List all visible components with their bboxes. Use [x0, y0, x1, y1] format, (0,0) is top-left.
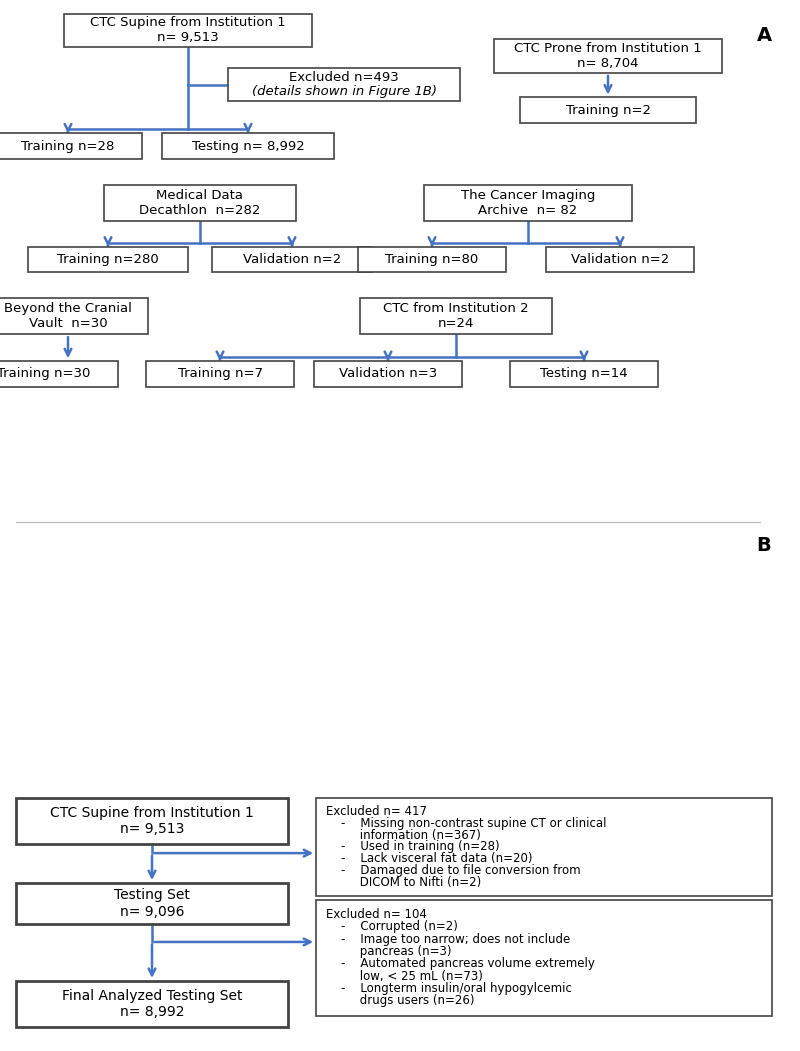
Text: -    Image too narrow; does not include: - Image too narrow; does not include: [326, 932, 570, 946]
Bar: [28, 247, 188, 272]
Text: Testing n= 8,992: Testing n= 8,992: [192, 140, 304, 152]
Text: Testing Set
n= 9,096: Testing Set n= 9,096: [114, 888, 190, 919]
Bar: [228, 67, 460, 101]
Text: Excluded n= 104: Excluded n= 104: [326, 908, 426, 921]
Bar: [520, 98, 696, 123]
Text: low, < 25 mL (n=73): low, < 25 mL (n=73): [326, 970, 482, 983]
Text: Excluded n=493: Excluded n=493: [289, 71, 399, 84]
Text: B: B: [757, 536, 771, 555]
Text: -    Corrupted (n=2): - Corrupted (n=2): [326, 921, 458, 933]
Text: drugs users (n=26): drugs users (n=26): [326, 994, 474, 1007]
Bar: [212, 247, 372, 272]
Bar: [0, 298, 148, 334]
Text: Training n=30: Training n=30: [0, 368, 90, 380]
Text: CTC Supine from Institution 1
n= 9,513: CTC Supine from Institution 1 n= 9,513: [50, 806, 254, 837]
Bar: [146, 362, 294, 387]
Text: information (n=367): information (n=367): [326, 828, 481, 842]
Text: Training n=80: Training n=80: [386, 253, 478, 266]
Text: Medical Data
Decathlon  n=282: Medical Data Decathlon n=282: [139, 189, 261, 217]
Text: Validation n=3: Validation n=3: [339, 368, 437, 380]
Text: -    Longterm insulin/oral hypogylcemic: - Longterm insulin/oral hypogylcemic: [326, 982, 571, 995]
Bar: [104, 185, 296, 221]
Text: Excluded n= 417: Excluded n= 417: [326, 805, 426, 818]
Text: -    Damaged due to file conversion from: - Damaged due to file conversion from: [326, 864, 580, 878]
Bar: [316, 798, 772, 895]
Text: Validation n=2: Validation n=2: [571, 253, 669, 266]
Bar: [16, 883, 288, 924]
Bar: [316, 900, 772, 1015]
Bar: [358, 247, 506, 272]
Text: Training n=28: Training n=28: [22, 140, 114, 152]
Text: Testing n=14: Testing n=14: [540, 368, 628, 380]
Bar: [16, 798, 288, 844]
Text: Training n=280: Training n=280: [57, 253, 159, 266]
Text: -    Lack visceral fat data (n=20): - Lack visceral fat data (n=20): [326, 852, 532, 865]
Text: CTC Supine from Institution 1
n= 9,513: CTC Supine from Institution 1 n= 9,513: [90, 17, 286, 44]
Bar: [16, 981, 288, 1027]
Text: Final Analyzed Testing Set
n= 8,992: Final Analyzed Testing Set n= 8,992: [62, 989, 242, 1019]
Bar: [510, 362, 658, 387]
Text: DICOM to Nifti (n=2): DICOM to Nifti (n=2): [326, 877, 481, 889]
Text: Training n=7: Training n=7: [178, 368, 262, 380]
Text: CTC from Institution 2
n=24: CTC from Institution 2 n=24: [383, 303, 529, 330]
Text: A: A: [757, 26, 771, 45]
Text: Beyond the Cranial
Vault  n=30: Beyond the Cranial Vault n=30: [4, 303, 132, 330]
Bar: [0, 362, 118, 387]
Bar: [360, 298, 552, 334]
Text: Training n=2: Training n=2: [566, 104, 650, 117]
Bar: [314, 362, 462, 387]
Bar: [162, 133, 334, 159]
Text: Validation n=2: Validation n=2: [243, 253, 341, 266]
Bar: [494, 40, 722, 73]
Bar: [424, 185, 632, 221]
Bar: [546, 247, 694, 272]
Text: -    Missing non-contrast supine CT or clinical: - Missing non-contrast supine CT or clin…: [326, 817, 606, 829]
Text: (details shown in Figure 1B): (details shown in Figure 1B): [251, 85, 437, 98]
Bar: [64, 14, 312, 47]
Bar: [0, 133, 142, 159]
Text: pancreas (n=3): pancreas (n=3): [326, 945, 451, 957]
Text: CTC Prone from Institution 1
n= 8,704: CTC Prone from Institution 1 n= 8,704: [514, 42, 702, 70]
Text: The Cancer Imaging
Archive  n= 82: The Cancer Imaging Archive n= 82: [461, 189, 595, 217]
Text: -    Used in training (n=28): - Used in training (n=28): [326, 841, 499, 853]
Text: -    Automated pancreas volume extremely: - Automated pancreas volume extremely: [326, 957, 594, 970]
